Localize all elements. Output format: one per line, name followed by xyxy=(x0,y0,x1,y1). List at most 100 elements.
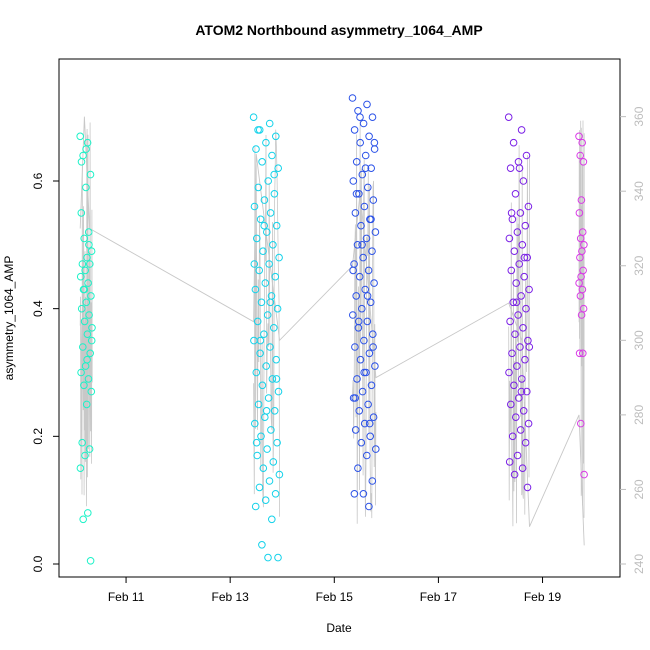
scatter-point xyxy=(360,202,369,211)
scatter-point xyxy=(355,407,364,415)
scatter-point xyxy=(82,183,90,192)
scatter-point xyxy=(348,94,357,102)
scatter-point xyxy=(365,132,373,141)
scatter-point xyxy=(349,177,358,185)
y-right-tick-label: 340 xyxy=(632,181,646,201)
scatter-point xyxy=(504,113,513,121)
scatter-point xyxy=(580,470,588,479)
scatter-point xyxy=(515,394,523,402)
gray-line-cluster xyxy=(578,120,585,518)
scatter-point xyxy=(370,145,379,153)
scatter-point xyxy=(84,228,93,236)
scatter-point xyxy=(510,381,518,390)
scatter-point xyxy=(353,241,362,249)
scatter-point xyxy=(258,158,266,166)
scatter-point xyxy=(77,368,85,377)
scatter-point xyxy=(82,298,91,307)
scatter-point xyxy=(511,190,520,198)
gray-line-connector xyxy=(79,116,585,546)
scatter-point xyxy=(78,260,87,268)
scatter-point xyxy=(367,381,376,390)
scatter-point xyxy=(260,196,269,204)
scatter-point xyxy=(262,138,270,147)
scatter-point xyxy=(352,190,361,198)
scatter-point xyxy=(358,387,367,396)
scatter-point xyxy=(513,228,522,236)
scatter-point xyxy=(86,557,95,565)
scatter-point xyxy=(506,164,515,172)
scatter-point xyxy=(82,400,91,409)
scatter-point xyxy=(356,355,365,364)
scatter-point xyxy=(371,228,380,236)
scatter-point xyxy=(509,298,518,307)
scatter-point xyxy=(513,362,521,370)
scatter-point xyxy=(521,355,529,364)
scatter-point xyxy=(354,107,362,115)
scatter-point xyxy=(354,317,363,326)
scatter-point xyxy=(505,368,513,377)
scatter-point xyxy=(266,209,275,217)
scatter-point xyxy=(365,502,373,511)
scatter-point xyxy=(268,515,276,524)
scatter-point xyxy=(83,330,92,339)
scatter-point xyxy=(362,234,371,243)
scatter-point xyxy=(87,336,96,345)
plot-frame xyxy=(58,58,621,578)
scatter-point xyxy=(364,266,373,275)
scatter-point xyxy=(86,170,95,179)
scatter-point xyxy=(264,177,273,185)
scatter-point xyxy=(517,387,526,396)
x-tick-label: Feb 15 xyxy=(316,590,354,604)
scatter-point xyxy=(270,324,278,332)
scatter-point xyxy=(358,241,366,249)
scatter-point xyxy=(361,164,370,172)
scatter-point xyxy=(369,413,378,422)
scatter-point xyxy=(360,368,369,377)
scatter-point xyxy=(271,272,280,281)
scatter-point xyxy=(514,158,523,166)
scatter-point xyxy=(87,292,95,300)
scatter-point xyxy=(369,330,377,339)
scatter-point xyxy=(261,279,270,287)
scatter-point xyxy=(81,266,89,275)
gray-line-cluster xyxy=(508,145,530,527)
scatter-point xyxy=(80,285,89,294)
scatter-point xyxy=(506,317,514,326)
scatter-point xyxy=(349,311,357,319)
scatter-point xyxy=(577,419,585,428)
scatter-point xyxy=(251,419,259,428)
scatter-point xyxy=(520,253,529,262)
scatter-point xyxy=(525,285,533,294)
scatter-point xyxy=(251,502,260,511)
scatter-point xyxy=(577,311,586,319)
scatter-point xyxy=(263,311,272,319)
scatter-point xyxy=(524,419,533,428)
scatter-point xyxy=(363,292,372,300)
scatter-point xyxy=(369,196,378,204)
scatter-point xyxy=(256,215,265,224)
y-right-tick-label: 240 xyxy=(632,554,646,574)
scatter-point xyxy=(272,355,281,364)
scatter-point xyxy=(76,132,84,141)
scatter-point xyxy=(269,458,278,466)
scatter-point xyxy=(260,330,268,339)
scatter-point xyxy=(357,221,365,230)
scatter-point xyxy=(268,375,277,383)
y-right-tick-label: 320 xyxy=(632,255,646,275)
scatter-point xyxy=(253,451,262,460)
scatter-point xyxy=(351,426,360,434)
scatter-point xyxy=(576,292,585,300)
scatter-point xyxy=(76,464,85,473)
scatter-point xyxy=(266,343,274,351)
y-axis-label: asymmetry_1064_AMP xyxy=(2,256,16,381)
scatter-point xyxy=(269,241,277,249)
y-axis-left: 0.0 0.2 0.4 0.6 xyxy=(31,172,59,572)
scatter-point xyxy=(270,407,279,415)
scatter-point xyxy=(520,272,529,281)
scatter-point xyxy=(508,215,517,224)
scatter-point xyxy=(259,247,267,255)
scatter-point xyxy=(512,298,521,307)
scatter-point xyxy=(272,221,281,230)
scatter-point xyxy=(264,394,273,402)
scatter-point xyxy=(252,145,260,153)
